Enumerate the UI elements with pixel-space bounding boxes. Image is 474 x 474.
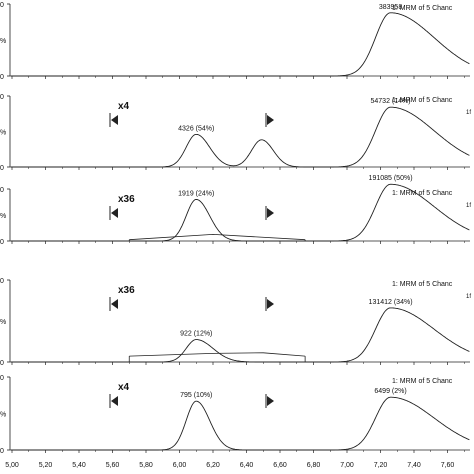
xtick-label: 5,40 <box>72 462 86 469</box>
channel-extra: 1f <box>466 110 471 116</box>
chromatogram-panel-3: 0% 0 1919 (24%) 191085 (50%) 1: MRM of 5 Cha… <box>0 175 471 246</box>
xtick-label: 7,60 <box>441 462 455 469</box>
trace-line <box>11 106 470 168</box>
trace-line <box>11 307 470 363</box>
xtick-label: 7,00 <box>340 462 354 469</box>
zoom-marker-left-arrow <box>111 208 118 218</box>
zoom-marker-left-arrow <box>111 396 118 406</box>
trace-line <box>11 12 470 77</box>
channel-label: 1: MRM of 5 Chanc <box>392 281 453 288</box>
ytick-mid: % <box>0 412 6 419</box>
zoom-marker-right-arrow <box>267 299 274 309</box>
peak-label: 795 (10%) <box>180 392 212 399</box>
ytick-mid: % <box>0 130 6 137</box>
ytick-mid: % <box>0 319 6 326</box>
zoom-marker-right-arrow <box>267 115 274 125</box>
chromatogram-panel-5: 0% 0 795 (10%) 6499 (2%) 1: MRM of 5 Chanc x4 <box>0 375 470 455</box>
trace-line <box>11 396 470 451</box>
magnification-label: x4 <box>118 382 130 393</box>
ytick-top: 0 <box>0 278 4 285</box>
channel-label: 1: MRM of 5 Chanc <box>392 5 453 12</box>
ytick-top: 0 <box>0 94 4 101</box>
magnification-label: x4 <box>118 101 130 112</box>
xtick-label: 5,80 <box>139 462 153 469</box>
ytick-top: 0 <box>0 2 4 9</box>
xtick-label: 5,00 <box>5 462 19 469</box>
zoom-marker-right-arrow <box>267 396 274 406</box>
channel-extra: 1f <box>466 294 471 300</box>
xtick-label: 6,40 <box>240 462 254 469</box>
ytick-top: 0 <box>0 187 4 194</box>
ytick-bottom: 0 <box>0 239 4 246</box>
ytick-bottom: 0 <box>0 360 4 367</box>
peak-label: 191085 (50%) <box>369 175 413 182</box>
magnification-label: x36 <box>118 285 135 296</box>
channel-label: 1: MRM of 5 Chanc <box>392 97 453 104</box>
xtick-label: 6,20 <box>206 462 220 469</box>
peak-label: 922 (12%) <box>180 331 212 338</box>
ytick-bottom: 0 <box>0 448 4 455</box>
peak-label: 6499 (2%) <box>374 388 406 395</box>
peak-label: 1919 (24%) <box>178 190 214 197</box>
channel-extra: 1f <box>466 203 471 209</box>
xtick-label: 5,60 <box>106 462 120 469</box>
ytick-mid: % <box>0 213 6 220</box>
integration-baseline <box>129 233 306 241</box>
channel-label: 1: MRM of 5 Chanc <box>392 378 453 385</box>
peak-label: 54732 (14%) <box>371 98 411 105</box>
ytick-top: 0 <box>0 375 4 382</box>
xtick-label: 6,80 <box>307 462 321 469</box>
peak-label: 4326 (54%) <box>178 125 214 132</box>
xtick-label: 6,00 <box>173 462 187 469</box>
ytick-bottom: 0 <box>0 74 4 81</box>
integration-baseline <box>129 352 306 357</box>
peak-label: 131412 (34%) <box>369 299 413 306</box>
channel-label: 1: MRM of 5 Chanc <box>392 190 453 197</box>
zoom-marker-right-arrow <box>267 208 274 218</box>
chromatogram-panel-4: 0% 0 922 (12%) 131412 (34%) 1: MRM of 5 Chan… <box>0 278 471 367</box>
peak-label: 383958 <box>379 4 402 11</box>
chromatogram-panel-2: 0% 0 4326 (54%) 54732 (14%)1: MRM of 5 Chan… <box>0 94 471 172</box>
ytick-mid: % <box>0 38 6 45</box>
trace-line <box>11 183 470 242</box>
xtick-label: 6,60 <box>273 462 287 469</box>
xtick-label: 5,20 <box>39 462 53 469</box>
zoom-marker-left-arrow <box>111 299 118 309</box>
ytick-bottom: 0 <box>0 165 4 172</box>
xtick-label: 7,40 <box>407 462 421 469</box>
zoom-marker-left-arrow <box>111 115 118 125</box>
magnification-label: x36 <box>118 194 135 205</box>
xtick-label: 7,20 <box>374 462 388 469</box>
